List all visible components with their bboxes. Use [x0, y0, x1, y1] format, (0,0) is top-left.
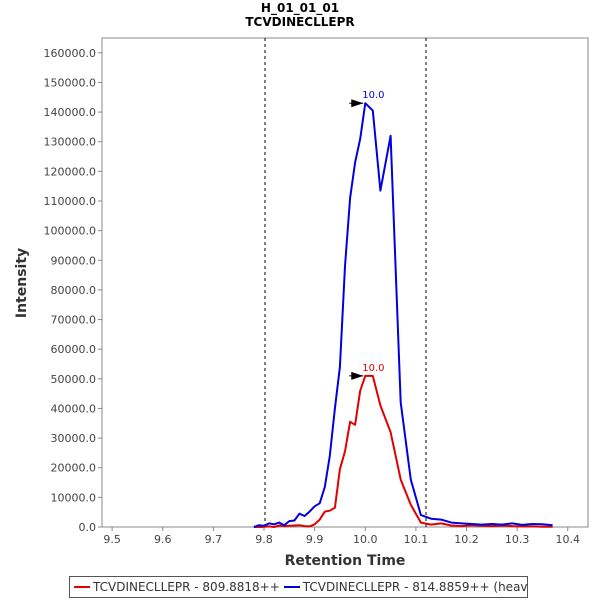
y-tick-label: 140000.0	[44, 106, 97, 119]
x-tick-label: 10.1	[404, 533, 429, 546]
x-tick-label: 9.9	[306, 533, 324, 546]
x-tick-label: 10.4	[556, 533, 581, 546]
x-tick-label: 10.2	[454, 533, 479, 546]
y-tick-label: 30000.0	[51, 432, 97, 445]
y-tick-label: 70000.0	[51, 314, 97, 327]
x-axis-label: Retention Time	[285, 553, 406, 569]
chart-title: H_01_01_01	[261, 1, 339, 16]
y-tick-label: 50000.0	[51, 373, 97, 386]
y-tick-label: 40000.0	[51, 402, 97, 415]
y-tick-label: 120000.0	[44, 165, 97, 178]
series-line-light	[253, 374, 553, 528]
x-tick-label: 9.8	[255, 533, 273, 546]
y-axis-label: Intensity	[14, 248, 30, 318]
peak-annotations: 10.0 10.0	[349, 90, 385, 380]
legend-swatch-heavy	[283, 586, 300, 588]
y-tick-label: 150000.0	[44, 76, 97, 89]
chart: H_01_01_01 TCVDINECLLEPR 0.0 10000.0 20000…	[14, 1, 589, 569]
series-layer	[253, 102, 553, 528]
x-axis: 9.5 9.6 9.7 9.8 9.9 10.0 10.1 10.2 10.3 10.4	[103, 527, 580, 546]
x-tick-label: 9.6	[154, 533, 172, 546]
x-tick-label: 9.7	[205, 533, 223, 546]
legend-item-light: TCVDINECLLEPR - 809.8818++	[74, 580, 280, 594]
x-tick-label: 10.0	[353, 533, 378, 546]
x-tick-label: 9.5	[103, 533, 121, 546]
peak-label: 10.0	[362, 90, 384, 101]
legend-label-light: TCVDINECLLEPR - 809.8818++	[93, 580, 280, 594]
chart-subtitle: TCVDINECLLEPR	[245, 15, 354, 29]
legend-label-heavy: TCVDINECLLEPR - 814.8859++ (heavy)	[302, 580, 528, 594]
y-tick-label: 80000.0	[51, 284, 97, 297]
y-tick-label: 10000.0	[51, 491, 97, 504]
y-tick-label: 90000.0	[51, 254, 97, 267]
legend-item-heavy: TCVDINECLLEPR - 814.8859++ (heavy)	[283, 580, 528, 594]
legend-swatch-light	[74, 586, 90, 588]
y-tick-label: 160000.0	[44, 47, 97, 60]
y-tick-label: 20000.0	[51, 462, 97, 475]
series-line-heavy	[253, 102, 553, 528]
x-tick-label: 10.3	[505, 533, 530, 546]
y-tick-label: 100000.0	[44, 225, 97, 238]
y-tick-label: 110000.0	[44, 195, 97, 208]
peak-label: 10.0	[362, 363, 384, 374]
y-tick-label: 0.0	[79, 521, 97, 534]
y-tick-label: 130000.0	[44, 136, 97, 149]
legend: TCVDINECLLEPR - 809.8818++ TCVDINECLLEPR…	[69, 576, 528, 598]
y-tick-label: 60000.0	[51, 343, 97, 356]
y-axis: 0.0 10000.0 20000.0 30000.0 40000.0 50000.0 60…	[44, 47, 102, 534]
